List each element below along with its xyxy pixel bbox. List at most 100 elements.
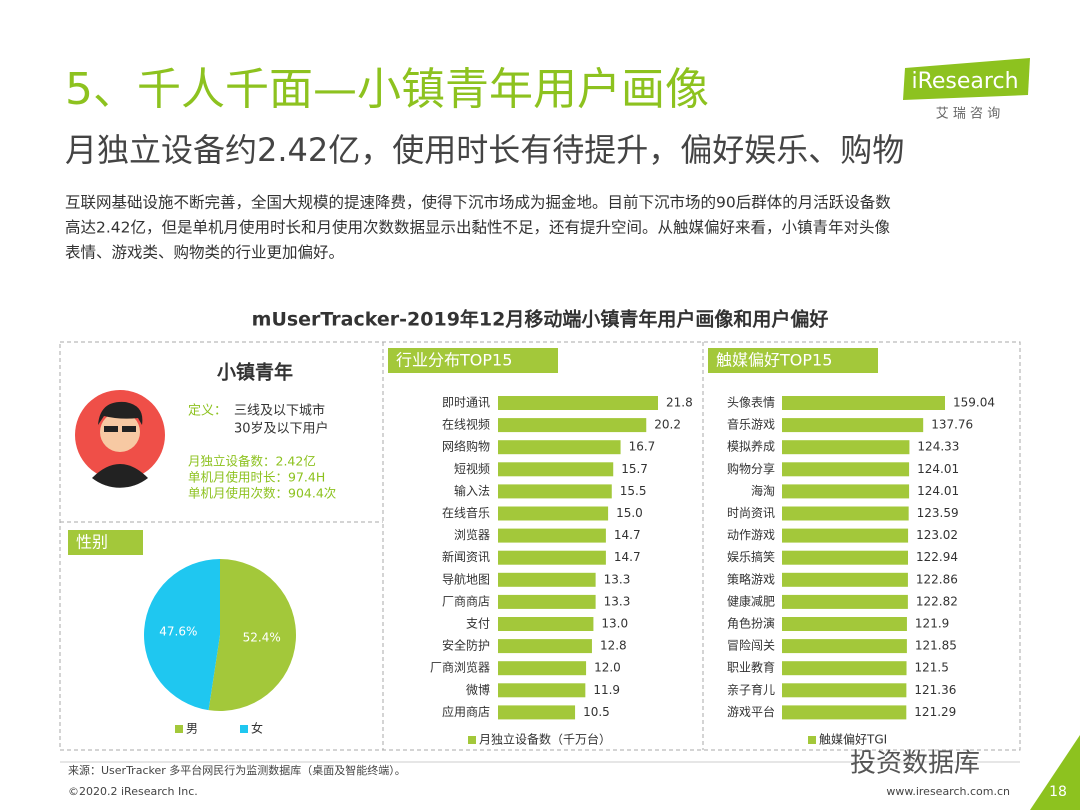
paragraph: 高达2.42亿，但是单机月使用时长和月使用次数数据显示出黏性不足，还有提升空间。… xyxy=(65,219,891,237)
logo-bg xyxy=(903,58,1030,100)
value-label: 11.9 xyxy=(593,683,620,697)
value-label: 159.04 xyxy=(953,396,995,410)
value-label: 13.0 xyxy=(601,617,628,631)
value-label: 13.3 xyxy=(604,572,631,586)
avatar xyxy=(75,390,165,488)
profile-stat: 单机月使用次数：904.4次 xyxy=(188,486,336,501)
bar xyxy=(782,440,910,455)
category-label: 亲子育儿 xyxy=(727,682,775,697)
value-label: 122.82 xyxy=(916,594,958,608)
category-label: 游戏平台 xyxy=(727,704,775,719)
bar xyxy=(782,396,945,410)
bar xyxy=(782,639,907,654)
value-label: 124.01 xyxy=(917,462,959,476)
bar xyxy=(498,639,592,654)
bar xyxy=(498,550,606,565)
profile-name: 小镇青年 xyxy=(217,361,293,384)
category-label: 在线视频 xyxy=(442,417,490,432)
profile-stat: 月独立设备数：2.42亿 xyxy=(188,454,316,469)
category-label: 策略游戏 xyxy=(727,571,775,586)
category-label: 职业教育 xyxy=(727,660,775,675)
category-label: 支付 xyxy=(466,617,490,631)
category-label: 角色扮演 xyxy=(727,616,775,631)
bar xyxy=(498,396,658,410)
panel-title: 行业分布TOP15 xyxy=(396,351,512,370)
bar xyxy=(782,572,908,587)
value-label: 12.8 xyxy=(600,639,627,653)
subtitle: 月独立设备约2.42亿，使用时长有待提升，偏好娱乐、购物 xyxy=(65,131,904,169)
value-label: 15.5 xyxy=(620,484,647,498)
slice-label: 47.6% xyxy=(159,624,197,638)
category-label: 娱乐搞笑 xyxy=(727,549,775,564)
category-label: 即时通讯 xyxy=(442,396,490,410)
category-label: 厂商商店 xyxy=(442,593,490,608)
category-label: 网络购物 xyxy=(442,439,490,454)
value-label: 123.59 xyxy=(917,506,959,520)
bar xyxy=(782,418,924,433)
category-label: 新闻资讯 xyxy=(442,549,490,564)
paragraph: 表情、游戏类、购物类的行业更加偏好。 xyxy=(65,244,344,262)
value-label: 121.29 xyxy=(914,705,956,719)
bar xyxy=(782,617,907,631)
bar xyxy=(782,462,910,477)
category-label: 健康减肥 xyxy=(727,593,775,608)
bar xyxy=(498,617,594,631)
bar xyxy=(498,594,596,609)
bar xyxy=(782,484,910,499)
legend-swatch xyxy=(240,725,248,733)
bar xyxy=(782,594,908,609)
bar xyxy=(498,683,586,698)
value-label: 16.7 xyxy=(629,440,656,454)
url: www.iresearch.com.cn xyxy=(886,785,1010,798)
logo: iResearch xyxy=(911,69,1018,94)
bar xyxy=(782,705,907,720)
value-label: 13.3 xyxy=(604,594,631,608)
legend-label: 女 xyxy=(251,721,263,736)
category-label: 厂商浏览器 xyxy=(430,660,490,675)
panel-header xyxy=(708,348,878,373)
bar xyxy=(782,661,907,676)
category-label: 微博 xyxy=(466,682,490,697)
category-label: 在线音乐 xyxy=(442,505,490,520)
bar xyxy=(498,528,606,543)
panel-title: 性别 xyxy=(76,533,108,552)
bar xyxy=(782,683,907,698)
value-label: 121.85 xyxy=(915,639,957,653)
category-label: 输入法 xyxy=(454,483,490,498)
legend-swatch xyxy=(808,736,816,744)
value-label: 122.94 xyxy=(916,550,958,564)
slice-label: 52.4% xyxy=(243,631,281,645)
bar xyxy=(782,506,909,521)
category-label: 模拟养成 xyxy=(727,439,775,454)
bar xyxy=(498,572,596,587)
bar xyxy=(498,705,576,720)
category-label: 安全防护 xyxy=(442,638,490,653)
category-label: 时尚资讯 xyxy=(727,506,775,520)
value-label: 10.5 xyxy=(583,705,610,719)
value-label: 124.01 xyxy=(917,484,959,498)
value-label: 15.0 xyxy=(616,506,643,520)
legend-label: 月独立设备数（千万台） xyxy=(479,732,611,747)
page-number: 18 xyxy=(1049,784,1067,800)
category-label: 浏览器 xyxy=(454,527,490,542)
category-label: 头像表情 xyxy=(727,396,775,410)
legend-swatch xyxy=(175,725,183,733)
legend-swatch xyxy=(468,736,476,744)
bar xyxy=(498,661,587,676)
definition: 30岁及以下用户 xyxy=(234,421,329,437)
legend-label: 触媒偏好TGI xyxy=(819,732,887,747)
watermark: 投资数据库 xyxy=(850,749,980,779)
value-label: 121.5 xyxy=(915,661,949,675)
value-label: 20.2 xyxy=(654,418,681,432)
pie-slice xyxy=(208,559,296,711)
bar xyxy=(498,484,612,499)
title: 5、千人千面—小镇青年用户画像 xyxy=(65,64,709,115)
paragraph: 互联网基础设施不断完善，全国大规模的提速降费，使得下沉市场成为掘金地。目前下沉市… xyxy=(65,194,891,212)
pie-slice xyxy=(144,559,220,711)
bar xyxy=(498,462,614,477)
bar xyxy=(498,506,609,521)
profile-stat: 单机月使用时长：97.4H xyxy=(188,470,325,485)
copyright: ©2020.2 iResearch Inc. xyxy=(68,785,198,798)
value-label: 14.7 xyxy=(614,528,641,542)
category-label: 短视频 xyxy=(454,461,490,476)
